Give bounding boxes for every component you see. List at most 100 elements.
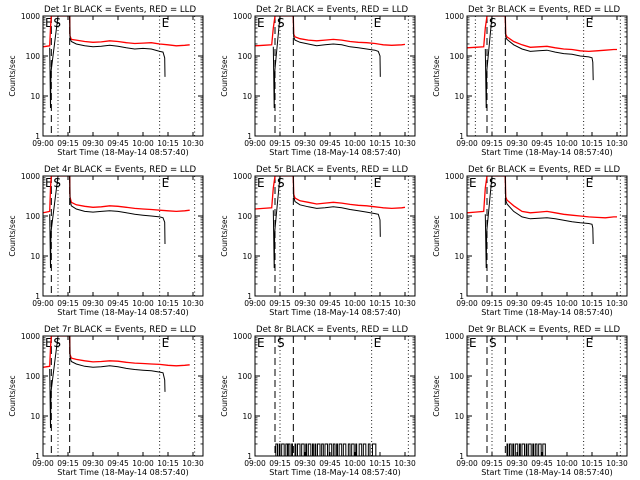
x-tick-label: 10:15 — [581, 299, 603, 308]
x-axis-label: Start Time (18-May-14 08:57:40) — [57, 468, 188, 477]
y-tick-label: 100 — [26, 212, 41, 221]
x-tick-label: 09:15 — [269, 459, 291, 468]
y-axis-label: Counts/sec — [8, 375, 17, 416]
x-tick-label: 10:00 — [344, 299, 366, 308]
x-tick-label: 09:00 — [244, 299, 266, 308]
y-tick-label: 100 — [238, 372, 253, 381]
y-tick-label: 10 — [30, 92, 40, 101]
x-tick-label: 10:15 — [369, 139, 391, 148]
x-tick-label: 09:45 — [531, 139, 553, 148]
plot-frame — [466, 175, 628, 297]
y-tick-label: 1000 — [21, 172, 40, 181]
event-rate-line — [272, 16, 381, 109]
time-marker-label: S — [277, 176, 285, 190]
y-tick-label: 1 — [35, 452, 40, 461]
x-tick-label: 09:15 — [57, 299, 79, 308]
y-tick-label: 1 — [35, 292, 40, 301]
x-tick-label: 10:15 — [581, 139, 603, 148]
plot-frame — [42, 15, 204, 137]
y-tick-label: 100 — [238, 212, 253, 221]
event-rate-line — [484, 16, 594, 109]
x-tick-label: 10:00 — [344, 139, 366, 148]
x-tick-label: 10:15 — [581, 459, 603, 468]
time-marker-label: S — [489, 176, 497, 190]
x-tick-label: 09:30 — [82, 459, 104, 468]
x-axis-label: Start Time (18-May-14 08:57:40) — [57, 308, 188, 317]
lld-rate-line — [255, 16, 406, 47]
y-tick-label: 10 — [242, 92, 252, 101]
x-tick-label: 09:30 — [506, 299, 528, 308]
x-tick-label: 10:15 — [369, 459, 391, 468]
x-tick-label: 10:30 — [394, 299, 416, 308]
time-marker-label: E — [469, 336, 477, 350]
y-tick-label: 1000 — [233, 172, 252, 181]
y-tick-label: 1 — [459, 452, 464, 461]
y-tick-label: 1 — [247, 292, 252, 301]
time-marker-label: S — [489, 336, 497, 350]
panel-title: Det 3r BLACK = Events, RED = LLD — [468, 5, 620, 15]
panel-title: Det 4r BLACK = Events, RED = LLD — [44, 165, 196, 175]
x-tick-label: 10:15 — [157, 139, 179, 148]
time-marker-label: E — [586, 16, 594, 30]
y-tick-label: 1 — [247, 132, 252, 141]
x-tick-label: 10:30 — [606, 299, 628, 308]
time-marker-label: S — [489, 16, 497, 30]
y-tick-label: 100 — [450, 212, 465, 221]
y-axis-label: Counts/sec — [8, 55, 17, 96]
y-tick-label: 100 — [450, 372, 465, 381]
y-axis-label: Counts/sec — [432, 375, 441, 416]
x-tick-label: 09:00 — [456, 139, 478, 148]
time-marker-label: E — [257, 336, 265, 350]
panel-title: Det 8r BLACK = Events, RED = LLD — [256, 325, 408, 335]
x-tick-label: 09:15 — [269, 139, 291, 148]
y-tick-label: 1000 — [233, 332, 252, 341]
lld-rate-line — [467, 176, 617, 219]
time-marker-label: S — [277, 336, 285, 350]
y-axis-label: Counts/sec — [220, 55, 229, 96]
event-rate-line — [505, 443, 547, 456]
x-tick-label: 10:00 — [556, 139, 578, 148]
x-tick-label: 09:45 — [107, 459, 129, 468]
plot-frame — [466, 15, 628, 137]
x-tick-label: 09:00 — [32, 299, 54, 308]
y-axis-label: Counts/sec — [220, 375, 229, 416]
x-tick-label: 09:30 — [506, 459, 528, 468]
plot-frame — [254, 15, 416, 137]
time-marker-label: E — [469, 176, 477, 190]
x-tick-label: 09:00 — [456, 299, 478, 308]
x-axis-label: Start Time (18-May-14 08:57:40) — [481, 148, 612, 157]
x-tick-label: 09:45 — [531, 299, 553, 308]
x-tick-label: 10:00 — [132, 459, 154, 468]
y-tick-label: 10 — [30, 412, 40, 421]
lld-rate-line — [43, 176, 190, 214]
time-marker-label: E — [162, 336, 170, 350]
plot-frame — [42, 335, 204, 457]
x-tick-label: 10:15 — [369, 299, 391, 308]
plot-frame — [42, 175, 204, 297]
y-tick-label: 100 — [26, 52, 41, 61]
x-tick-label: 10:30 — [394, 139, 416, 148]
time-marker-label: E — [586, 336, 594, 350]
y-axis-label: Counts/sec — [8, 215, 17, 256]
x-tick-label: 09:30 — [82, 139, 104, 148]
x-axis-label: Start Time (18-May-14 08:57:40) — [269, 468, 400, 477]
x-tick-label: 09:45 — [319, 139, 341, 148]
plot-frame — [254, 175, 416, 297]
event-rate-line — [272, 176, 381, 269]
y-tick-label: 1000 — [21, 332, 40, 341]
x-tick-label: 09:30 — [82, 299, 104, 308]
x-axis-label: Start Time (18-May-14 08:57:40) — [481, 308, 612, 317]
x-tick-label: 09:00 — [456, 459, 478, 468]
x-tick-label: 09:30 — [294, 459, 316, 468]
plot-frame — [254, 335, 416, 457]
y-tick-label: 100 — [26, 372, 41, 381]
x-tick-label: 09:30 — [294, 139, 316, 148]
time-marker-label: E — [162, 176, 170, 190]
event-rate-line — [49, 16, 166, 109]
y-tick-label: 10 — [30, 252, 40, 261]
